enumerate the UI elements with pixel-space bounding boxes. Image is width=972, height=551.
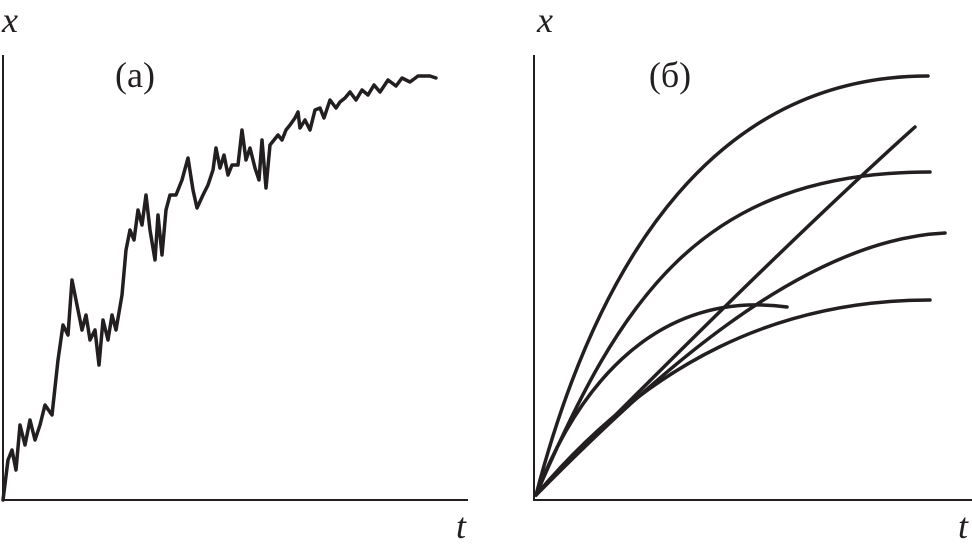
- random-trajectory: [1, 74, 438, 502]
- axes: [533, 55, 972, 501]
- panel-b: x (б) t: [533, 0, 972, 546]
- curve: [534, 303, 789, 497]
- x-axis-label: t: [958, 506, 969, 546]
- curve: [534, 170, 932, 497]
- panel-title: (б): [649, 55, 691, 95]
- curve: [534, 74, 930, 497]
- curve: [534, 298, 932, 497]
- y-axis-label: x: [1, 0, 18, 40]
- y-axis-label: x: [536, 0, 553, 40]
- curve: [534, 231, 947, 497]
- panel-title: (a): [115, 55, 155, 95]
- axes: [2, 55, 468, 501]
- x-axis-label: t: [456, 506, 467, 546]
- panel-a: x (a) t: [1, 0, 468, 546]
